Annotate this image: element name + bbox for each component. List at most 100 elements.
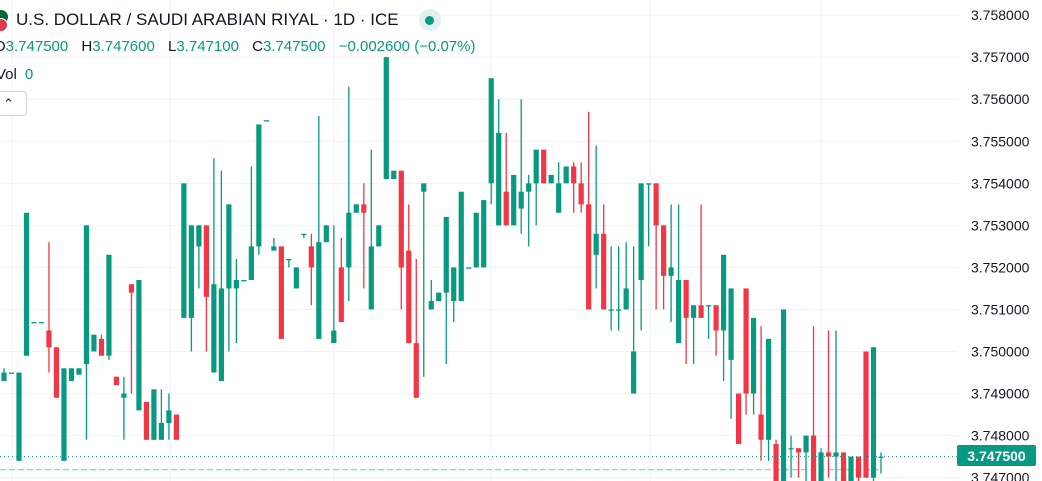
- candle-body: [248, 246, 254, 281]
- candle: [608, 246, 614, 331]
- candle: [803, 435, 809, 481]
- last-price-label: 3.747500: [957, 445, 1036, 466]
- candle-body: [413, 343, 419, 398]
- candle-body: [653, 183, 659, 226]
- candle-body: [128, 284, 135, 293]
- candle-body: [308, 246, 314, 268]
- price-tick-label: 3.756000: [971, 91, 1030, 107]
- candle: [233, 259, 239, 344]
- candle: [226, 204, 232, 352]
- candle: [173, 414, 180, 440]
- candle: [413, 259, 419, 398]
- candle-body: [571, 166, 577, 184]
- symbol-title[interactable]: U.S. DOLLAR / SAUDI ARABIAN RIYAL · 1D ·…: [16, 10, 399, 29]
- candle: [683, 280, 689, 365]
- market-status-icon[interactable]: [418, 9, 441, 31]
- candle: [16, 372, 22, 461]
- candle-body: [578, 183, 584, 205]
- candle-body: [301, 233, 307, 236]
- low-value: 3.747100: [176, 38, 239, 55]
- candle: [308, 233, 314, 306]
- candle-body: [563, 166, 569, 184]
- candle-body: [623, 288, 629, 310]
- price-tick-label: 3.757000: [971, 49, 1030, 65]
- candle-body: [466, 267, 472, 269]
- candle: [421, 183, 427, 377]
- candle-body: [16, 372, 22, 461]
- candle: [46, 242, 52, 373]
- candle-body: [316, 242, 322, 339]
- candle: [76, 368, 82, 375]
- candle: [653, 183, 659, 310]
- candle-body: [383, 57, 389, 180]
- candle: [428, 280, 434, 310]
- candle-body: [503, 191, 509, 226]
- candle: [241, 280, 247, 282]
- candle: [735, 393, 742, 444]
- candle: [541, 149, 547, 184]
- candle: [188, 225, 194, 352]
- price-tick-label: 3.754000: [971, 175, 1030, 191]
- candle-body: [121, 393, 127, 398]
- candle: [143, 401, 150, 440]
- candle-body: [188, 225, 194, 318]
- candle: [743, 288, 749, 415]
- price-axis[interactable]: 3.758000 3.757000 3.756000 3.755000 3.754000…: [971, 7, 1030, 481]
- candle-body: [8, 372, 15, 374]
- candle-body: [743, 288, 749, 394]
- chevron-up-icon: ⌃: [3, 95, 14, 111]
- candle-body: [406, 250, 412, 344]
- candle: [691, 305, 697, 365]
- candle-body: [780, 309, 787, 481]
- candle: [750, 317, 757, 415]
- candle-body: [855, 456, 862, 478]
- candle: [548, 174, 554, 184]
- candle: [593, 145, 599, 289]
- candle: [870, 347, 877, 481]
- candle-body: [173, 414, 180, 440]
- candle-body: [473, 212, 479, 268]
- candle-body: [631, 351, 637, 394]
- candle-body: [608, 309, 614, 311]
- collapse-legend-button[interactable]: ⌃: [0, 91, 27, 116]
- candle-body: [825, 452, 832, 457]
- candle: [720, 254, 727, 381]
- open-value: 3.747500: [5, 38, 69, 55]
- currency-flag-icon: [0, 10, 10, 32]
- candle: [271, 237, 277, 251]
- candle: [376, 225, 382, 247]
- candle-body: [263, 120, 269, 122]
- candle: [38, 322, 45, 324]
- candle-body: [346, 212, 352, 268]
- price-tick-label: 3.748000: [971, 428, 1030, 444]
- candle-body: [293, 267, 299, 289]
- candle: [391, 170, 397, 180]
- candle: [631, 246, 637, 394]
- candle: [451, 267, 457, 323]
- candle: [368, 149, 374, 310]
- price-tick-label: 3.750000: [971, 344, 1030, 360]
- candle: [346, 86, 352, 302]
- price-tick-label: 3.752000: [971, 259, 1030, 275]
- candle-body: [713, 305, 719, 331]
- candle-body: [241, 280, 247, 282]
- candle: [556, 162, 562, 213]
- candle: [278, 246, 284, 339]
- price-tick-label: 3.753000: [971, 217, 1030, 233]
- candle-body: [795, 448, 802, 453]
- candle-body: [376, 225, 382, 247]
- candle: [458, 191, 464, 302]
- candle: [248, 166, 254, 281]
- candle: [788, 435, 794, 478]
- candle-body: [840, 452, 847, 481]
- candle: [728, 288, 734, 419]
- candle-body: [323, 225, 329, 243]
- candle-body: [218, 288, 224, 381]
- candle-body: [548, 174, 554, 184]
- candle-body: [451, 267, 457, 302]
- candle: [601, 204, 607, 310]
- candle-body: [720, 254, 727, 331]
- high-value: 3.747600: [92, 38, 155, 55]
- candle-body: [158, 422, 165, 440]
